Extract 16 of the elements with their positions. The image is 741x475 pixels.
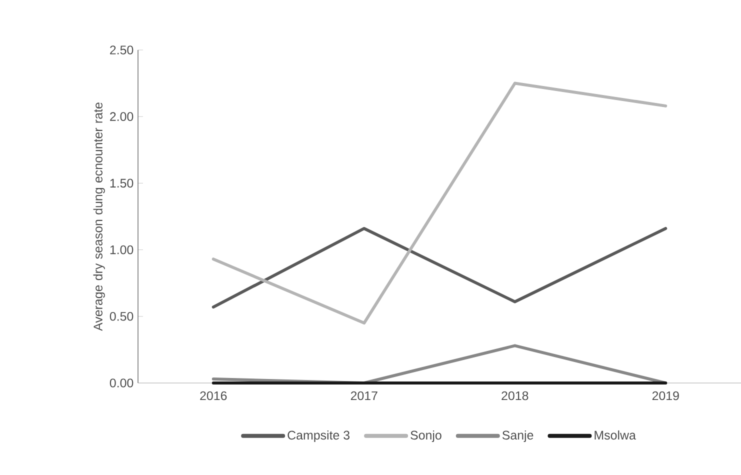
y-tick-label: 0.50: [110, 312, 134, 321]
legend-label: Sonjo: [410, 430, 442, 442]
legend-label: Sanje: [502, 430, 534, 442]
x-tick-label: 2016: [200, 391, 227, 400]
y-axis-title: Average dry season dung ecnounter rate: [93, 102, 105, 331]
legend-label: Msolwa: [594, 430, 636, 440]
x-tick-label: 2017: [350, 391, 378, 400]
y-tick-label: 1.00: [110, 245, 134, 254]
y-tick-label: 0.00: [110, 378, 134, 388]
y-tick-label: 1.50: [110, 178, 134, 188]
y-tick-label: 2.50: [110, 46, 134, 54]
x-tick-label: 2019: [652, 391, 679, 400]
line-series: [212, 82, 668, 325]
y-tick-label: 2.00: [110, 112, 134, 121]
legend-label: Campsite 3: [288, 430, 350, 442]
x-tick-label: 2018: [502, 391, 528, 400]
